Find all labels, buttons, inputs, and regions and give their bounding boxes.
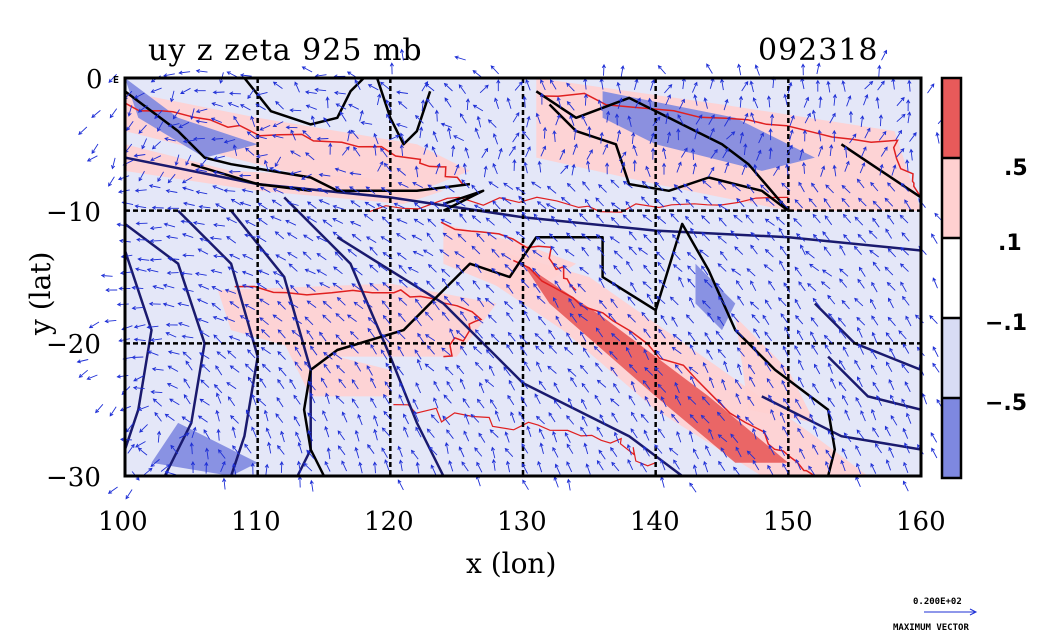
x-tick-4: 140 [630, 507, 680, 537]
coastline [309, 222, 837, 476]
y-tick-1: −10 [46, 198, 101, 228]
x-tick-3: 130 [497, 507, 547, 537]
x-tick-2: 120 [364, 507, 414, 537]
contour-line [540, 92, 921, 198]
isobar [125, 250, 153, 450]
coastline [125, 90, 471, 193]
colorbar-swatch-low [942, 398, 961, 478]
coastline [375, 78, 432, 146]
x-tick-5: 150 [763, 507, 813, 537]
figure-title: uy z zeta 925 mb [148, 33, 423, 68]
x-tick-1: 110 [231, 507, 281, 537]
colorbar-label-1: .1 [998, 231, 1022, 256]
coastline [535, 90, 790, 212]
vorticity-patch [217, 283, 497, 357]
plot-layer [125, 78, 921, 476]
isobar [827, 355, 921, 411]
x-axis-label: x (lon) [466, 547, 556, 580]
vorticity-patch [125, 78, 258, 158]
lat-lon-grid [125, 78, 921, 476]
x-tick-0: 100 [98, 507, 148, 537]
contour-line [393, 404, 656, 467]
max-vector-value: 0.200E+02 [913, 597, 962, 607]
vorticity-patch [523, 263, 789, 463]
colorbar-swatch-zero [942, 238, 961, 318]
contour-line [125, 102, 470, 185]
vector-legend: 0.200E+02 MAXIMUM VECTOR [893, 597, 978, 633]
vorticity-patch [125, 91, 470, 198]
isobar [125, 222, 206, 476]
coastline [442, 189, 485, 212]
wind-vector-field [76, 48, 947, 500]
max-vector-label: MAXIMUM VECTOR [893, 623, 969, 633]
colorbar-swatch-mid-low [942, 318, 961, 398]
colorbar-label-2: −.1 [985, 311, 1027, 336]
y-tick-0: 0 [86, 65, 103, 95]
corner-mark: E [113, 75, 119, 86]
figure-timestamp: 092318 [758, 33, 879, 68]
isobar [177, 209, 259, 476]
vorticity-patch [151, 422, 258, 476]
coastline [302, 369, 326, 476]
x-tick-6: 160 [896, 507, 946, 537]
y-tick-3: −30 [46, 463, 101, 493]
y-tick-2: −20 [46, 330, 101, 360]
colorbar-label-0: .5 [1004, 156, 1028, 181]
contour-line [369, 196, 789, 213]
wind-vectors [76, 48, 947, 500]
y-axis-label: y (lat) [24, 252, 57, 336]
isobar [283, 196, 445, 476]
colorbar: .5 .1 −.1 −.5 [940, 76, 1028, 480]
plot-frame [123, 76, 923, 478]
colorbar-swatch-mid-high [942, 158, 961, 238]
colorbar-swatch-high [942, 78, 961, 158]
colorbar-label-3: −.5 [985, 391, 1027, 416]
